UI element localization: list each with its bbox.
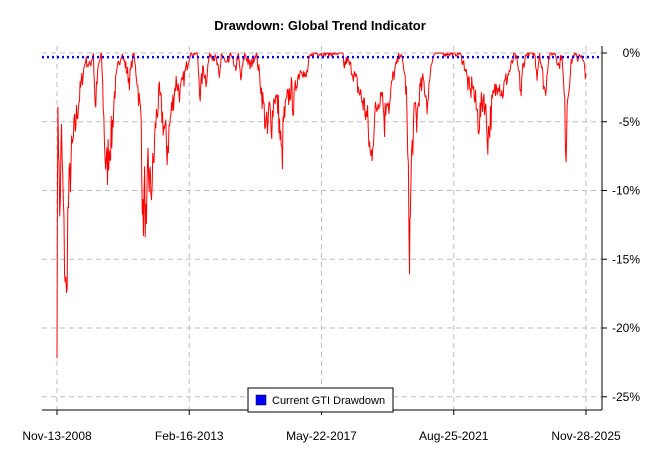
chart-title: Drawdown: Global Trend Indicator bbox=[214, 18, 426, 33]
x-tick-label: Aug-25-2021 bbox=[419, 429, 489, 443]
x-tick-label: Nov-28-2025 bbox=[551, 429, 621, 443]
drawdown-series-line bbox=[56, 52, 587, 359]
x-tick-label: May-22-2017 bbox=[286, 429, 357, 443]
y-tick-label: -20% bbox=[612, 321, 640, 335]
legend-box bbox=[247, 387, 394, 413]
y-tick-label: -10% bbox=[612, 184, 640, 198]
axis-layer: 0% -5% -10% -15% -20% -25% Nov-13-2008 Feb-16-2… bbox=[22, 46, 640, 443]
grid-lines bbox=[42, 46, 602, 410]
x-tick-label: Nov-13-2008 bbox=[22, 429, 92, 443]
y-tick-label: -5% bbox=[619, 115, 641, 129]
legend-marker bbox=[255, 394, 267, 406]
y-tick-label: 0% bbox=[623, 46, 641, 60]
series-layer bbox=[42, 52, 602, 359]
y-tick-label: -15% bbox=[612, 252, 640, 266]
y-tick-label: -25% bbox=[612, 390, 640, 404]
legend-label: Current GTI Drawdown bbox=[272, 395, 385, 407]
legend: Current GTI Drawdown bbox=[247, 387, 394, 413]
x-tick-label: Feb-16-2013 bbox=[155, 429, 224, 443]
